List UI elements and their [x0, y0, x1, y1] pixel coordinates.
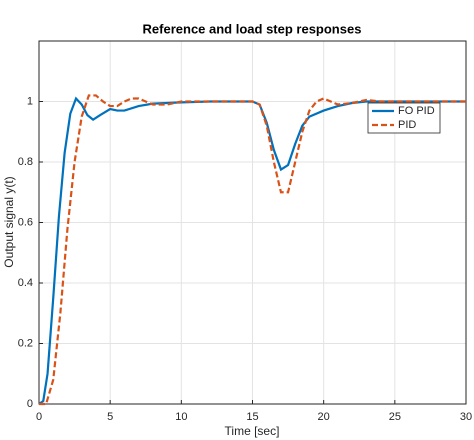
legend-label: PID — [398, 119, 416, 131]
x-axis-label: Time [sec] — [225, 424, 280, 438]
legend-label: FO PID — [398, 105, 435, 117]
x-tick-label: 5 — [107, 411, 113, 423]
x-tick-label: 30 — [460, 411, 472, 423]
y-tick-label: 0.6 — [18, 216, 33, 228]
chart-title: Reference and load step responses — [143, 21, 362, 36]
x-tick-label: 0 — [36, 411, 42, 423]
legend-box — [367, 102, 441, 134]
y-axis-label: Output signal y(t) — [2, 176, 16, 267]
x-tick-label: 25 — [389, 411, 401, 423]
y-tick-label: 0.4 — [18, 277, 33, 289]
y-tick-label: 0 — [27, 398, 33, 410]
y-tick-label: 0.8 — [18, 156, 33, 168]
series-line — [39, 94, 466, 406]
x-tick-label: 20 — [318, 411, 330, 423]
x-tick-label: 10 — [175, 411, 187, 423]
plot-frame — [38, 40, 467, 405]
series-line — [38, 96, 466, 405]
y-tick-label: 0.2 — [18, 337, 33, 349]
x-tick-label: 15 — [246, 411, 258, 423]
y-tick-label: 1 — [27, 95, 33, 107]
